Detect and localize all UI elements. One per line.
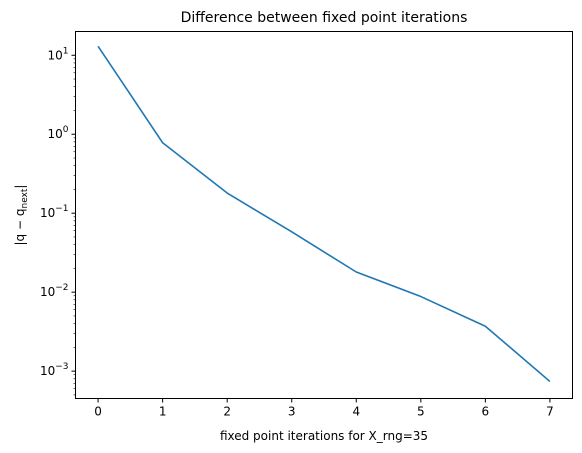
y-tick-label: 101 (47, 46, 68, 62)
x-tick-label: 1 (159, 405, 167, 419)
x-axis-ticks: 0 1 2 3 4 5 6 7 (94, 398, 554, 419)
y-axis-label: |q − qnext| (13, 185, 30, 246)
y-tick-base: 10 (40, 206, 55, 220)
y-tick-label: 10−1 (40, 204, 69, 220)
chart-title: Difference between fixed point iteration… (181, 10, 468, 26)
y-tick-base: 10 (47, 127, 62, 141)
y-axis-label-main: |q − q (13, 209, 27, 246)
y-tick-exponent: 0 (63, 125, 69, 135)
y-tick-label: 100 (47, 125, 68, 141)
y-axis-label-subscript: next (20, 188, 30, 208)
y-tick-label: 10−2 (40, 283, 69, 299)
y-tick-base: 10 (47, 48, 62, 62)
axes-frame (75, 31, 573, 399)
y-tick-exponent: −1 (55, 204, 68, 214)
x-tick-label: 0 (94, 405, 102, 419)
x-tick-label: 4 (352, 405, 360, 419)
y-tick-label: 10−3 (40, 362, 69, 378)
y-tick-base: 10 (40, 364, 55, 378)
y-tick-exponent: −3 (55, 362, 68, 372)
y-axis-label-tail: | (13, 185, 27, 189)
x-tick-label: 7 (546, 405, 554, 419)
y-tick-exponent: 1 (63, 46, 69, 56)
plot-area (97, 45, 551, 383)
x-axis-label: fixed point iterations for X_rng=35 (220, 429, 428, 443)
x-tick-label: 5 (417, 405, 425, 419)
series-line (97, 45, 551, 383)
x-tick-label: 3 (288, 405, 296, 419)
y-tick-base: 10 (40, 285, 55, 299)
y-tick-exponent: −2 (55, 283, 68, 293)
x-tick-label: 2 (223, 405, 231, 419)
x-tick-label: 6 (482, 405, 490, 419)
